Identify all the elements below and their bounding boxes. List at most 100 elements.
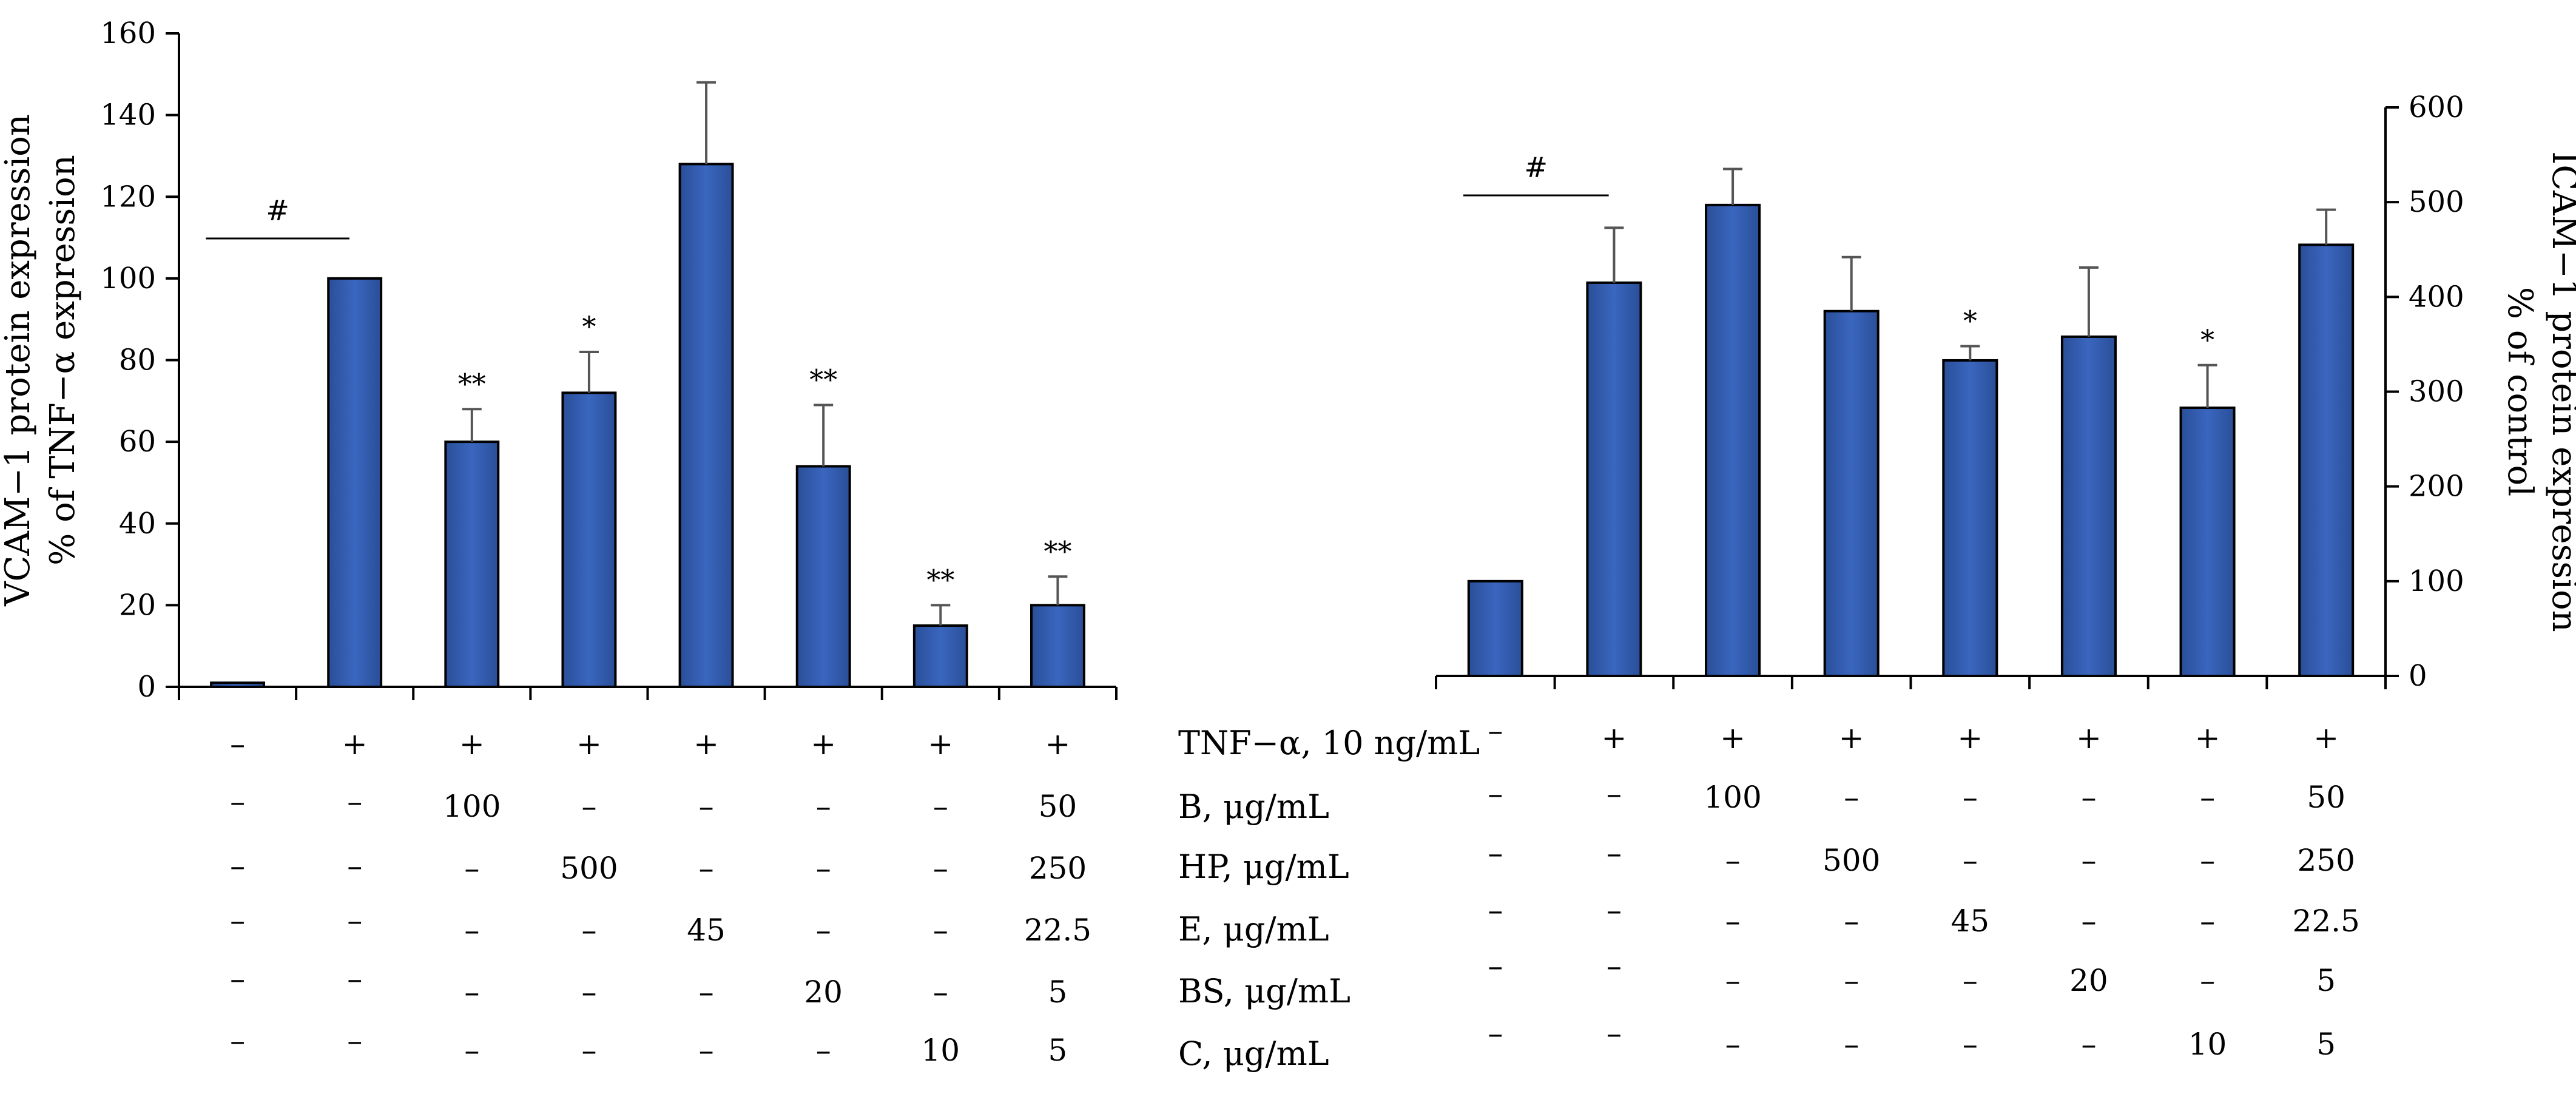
icam-chart: 0 100 200 300 400 500 600 ICAM−1 protein expres… — [1435, 90, 2576, 1062]
icam-condition-cell: 5 — [2316, 963, 2336, 998]
condition-row-label: TNF−α, 10 ng/mL — [1178, 724, 1480, 762]
vcam-condition-cell: – — [816, 913, 831, 948]
icam-condition-cell: – — [1725, 963, 1741, 998]
vcam-condition-cell: – — [464, 974, 479, 1010]
vcam-condition-cell: 5 — [1048, 1033, 1068, 1068]
vcam-condition-cell: – — [933, 913, 948, 948]
vcam-condition-cell: + — [342, 726, 368, 761]
vcam-condition-cell: – — [230, 1023, 245, 1058]
icam-condition-cell: – — [2081, 780, 2096, 815]
vcam-y-tick-label: 40 — [119, 507, 156, 541]
condition-row-label: C, μg/mL — [1178, 1035, 1329, 1073]
icam-condition-cell: – — [1963, 1027, 1978, 1062]
vcam-bar — [561, 391, 617, 688]
vcam-bar — [1030, 604, 1085, 688]
icam-condition-cell: – — [1844, 780, 1859, 815]
icam-condition-cell: – — [2200, 843, 2215, 878]
vcam-condition-cell: – — [230, 848, 245, 883]
vcam-y-tick-label: 100 — [100, 262, 156, 295]
vcam-y-tick-label: 80 — [119, 343, 156, 377]
vcam-condition-cell: 500 — [560, 851, 618, 886]
vcam-y-axis-title-line2: % of TNF−α expression — [43, 155, 83, 566]
vcam-condition-cell: – — [933, 851, 948, 886]
icam-condition-cell: + — [1839, 720, 1864, 755]
vcam-condition-cell: – — [230, 726, 245, 761]
vcam-condition-cell: – — [816, 789, 831, 824]
condition-row-label: BS, μg/mL — [1178, 972, 1350, 1010]
vcam-condition-cell: – — [230, 961, 245, 996]
vcam-significance-marker: ** — [926, 563, 954, 596]
icam-condition-cell: – — [1844, 1027, 1859, 1062]
vcam-y-tick-label: 20 — [119, 588, 156, 622]
vcam-condition-cell: – — [816, 1033, 831, 1068]
vcam-condition-cell: – — [699, 851, 714, 886]
condition-row-label: B, μg/mL — [1178, 788, 1329, 826]
icam-bar — [1586, 281, 1642, 677]
vcam-condition-cell: – — [464, 913, 479, 948]
icam-bar — [1942, 359, 1998, 677]
icam-condition-cell: – — [1607, 776, 1622, 811]
vcam-condition-cell: 5 — [1048, 974, 1068, 1010]
icam-condition-cell: – — [1844, 963, 1859, 998]
vcam-condition-cell: – — [699, 789, 714, 824]
icam-bar — [1823, 309, 1880, 677]
icam-bar — [2298, 243, 2355, 678]
icam-condition-cell: – — [2081, 903, 2096, 939]
vcam-condition-cell: – — [230, 903, 245, 938]
vcam-condition-cell: + — [459, 726, 485, 761]
vcam-significance-marker: ** — [458, 367, 486, 400]
vcam-condition-cell: 100 — [443, 789, 501, 824]
icam-condition-cell: – — [1725, 903, 1741, 939]
icam-condition-cell: 500 — [1822, 843, 1880, 878]
vcam-condition-cell: – — [464, 1033, 479, 1068]
vcam-condition-cell: 50 — [1039, 789, 1077, 824]
icam-condition-cell: – — [2081, 843, 2096, 878]
icam-significance-marker: * — [1963, 305, 1977, 337]
icam-condition-cell: + — [1957, 720, 1983, 755]
icam-y-tick-label: 500 — [2409, 185, 2464, 219]
icam-y-axis-title-line1: ICAM−1 protein expression — [2544, 151, 2576, 632]
icam-bar — [1467, 579, 1523, 677]
vcam-y-tick-label: 140 — [100, 98, 156, 132]
vcam-condition-cell: – — [581, 789, 596, 824]
vcam-condition-cell: – — [581, 1033, 596, 1068]
icam-bar — [2060, 335, 2117, 677]
icam-condition-cell: 50 — [2307, 780, 2345, 815]
vcam-condition-cell: 250 — [1029, 851, 1087, 886]
vcam-condition-cell: 10 — [922, 1033, 960, 1068]
icam-condition-cell: – — [2200, 780, 2215, 815]
condition-row-labels: TNF−α, 10 ng/mL B, μg/mL HP, μg/mL E, μg/mL… — [1178, 724, 1480, 1073]
icam-condition-cell: – — [1488, 836, 1503, 871]
icam-condition-cell: – — [1607, 893, 1622, 928]
vcam-condition-cell: + — [928, 726, 953, 761]
vcam-bar — [912, 624, 968, 688]
vcam-condition-cell: – — [347, 1023, 362, 1058]
vcam-condition-cell: – — [581, 974, 596, 1010]
icam-condition-cell: – — [1488, 893, 1503, 928]
icam-bar — [2179, 407, 2236, 677]
icam-condition-cell: – — [2200, 903, 2215, 939]
icam-y-tick-label: 200 — [2409, 470, 2464, 504]
vcam-y-tick-label: 0 — [137, 670, 156, 704]
vcam-condition-cell: – — [347, 784, 362, 819]
icam-condition-cell: 20 — [2069, 963, 2108, 998]
icam-condition-cell: + — [2195, 720, 2220, 755]
vcam-condition-cell: 22.5 — [1024, 913, 1091, 948]
vcam-chart: 0 20 40 60 80 100 120 140 160 VCAM−1 protein expr… — [0, 16, 1118, 1068]
icam-significance-marker: * — [2200, 323, 2214, 356]
icam-condition-cell: – — [1607, 1016, 1622, 1051]
icam-condition-cell: – — [1488, 1016, 1503, 1051]
icam-condition-cell: – — [1607, 948, 1622, 984]
vcam-significance-marker: ** — [1044, 535, 1071, 567]
icam-y-tick-label: 100 — [2409, 564, 2464, 598]
icam-condition-cell: + — [2313, 720, 2339, 755]
icam-condition-cell: 250 — [2297, 843, 2355, 878]
condition-row-label: HP, μg/mL — [1178, 848, 1349, 886]
icam-condition-cell: 10 — [2188, 1027, 2227, 1062]
icam-condition-cell: – — [1488, 776, 1503, 811]
vcam-bracket-label: # — [266, 194, 289, 227]
vcam-condition-cell: – — [933, 974, 948, 1010]
vcam-condition-cell: + — [576, 726, 602, 761]
vcam-condition-cell: 20 — [804, 974, 843, 1010]
